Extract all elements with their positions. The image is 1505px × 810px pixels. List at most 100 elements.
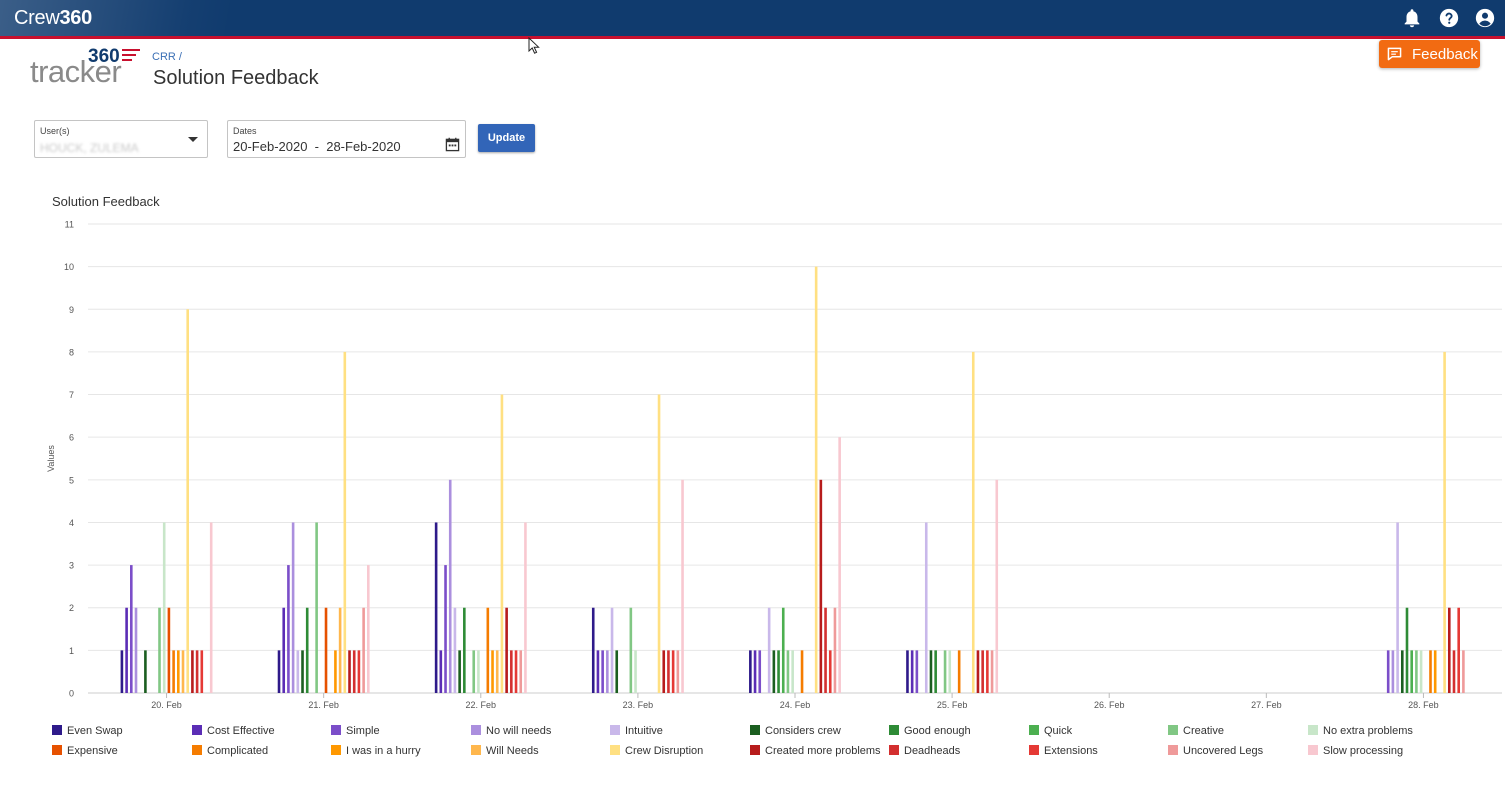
legend-item[interactable]: Extensions bbox=[1029, 745, 1098, 757]
legend-item[interactable]: Intuitive bbox=[610, 725, 663, 737]
chevron-down-icon[interactable] bbox=[188, 137, 198, 142]
calendar-icon[interactable] bbox=[445, 137, 460, 152]
bar-even-swap bbox=[749, 650, 752, 693]
y-tick-label: 9 bbox=[69, 305, 74, 315]
bar-crew-disruption bbox=[657, 394, 661, 693]
x-tick-label: 25. Feb bbox=[937, 700, 968, 710]
legend-item[interactable]: Even Swap bbox=[52, 725, 123, 737]
bar-deadheads bbox=[667, 650, 670, 693]
bar-expensive bbox=[324, 607, 328, 693]
bar-deadheads bbox=[1452, 650, 1456, 693]
bar-no-will-needs bbox=[606, 650, 609, 693]
feedback-button-label: Feedback bbox=[1412, 45, 1478, 63]
bar-deadheads bbox=[195, 650, 199, 693]
bar-intuitive bbox=[453, 607, 457, 693]
bar-good-enough bbox=[305, 607, 309, 693]
bar-created-more-problems bbox=[662, 650, 666, 693]
bar-no-extra-problems bbox=[477, 650, 480, 693]
bar-simple bbox=[758, 650, 762, 693]
bar-simple bbox=[601, 650, 604, 693]
bar-good-enough bbox=[934, 650, 937, 693]
app-brand[interactable]: Crew360 bbox=[14, 7, 92, 30]
bar-extensions bbox=[357, 650, 361, 693]
bar-considers-crew bbox=[144, 650, 147, 693]
bar-expensive bbox=[167, 607, 171, 693]
bar-no-will-needs bbox=[134, 607, 138, 693]
feedback-button[interactable]: Feedback bbox=[1379, 40, 1480, 68]
bar-intuitive bbox=[767, 607, 771, 693]
y-tick-label: 8 bbox=[69, 347, 74, 357]
bar-good-enough bbox=[463, 607, 466, 693]
legend-item[interactable]: Complicated bbox=[192, 745, 268, 757]
legend-item[interactable]: Creative bbox=[1168, 725, 1224, 737]
bar-deadheads bbox=[352, 650, 356, 693]
bar-simple bbox=[444, 565, 447, 693]
legend-item[interactable]: Created more problems bbox=[750, 745, 881, 757]
legend-item[interactable]: Good enough bbox=[889, 725, 971, 737]
legend-item[interactable]: Crew Disruption bbox=[610, 745, 703, 757]
legend-swatch bbox=[471, 745, 481, 755]
bar-no-extra-problems bbox=[1419, 650, 1423, 693]
legend-swatch bbox=[471, 725, 481, 735]
legend-item[interactable]: Deadheads bbox=[889, 745, 960, 757]
bar-i-was-in-a-hurry bbox=[334, 650, 337, 693]
legend-item[interactable]: Expensive bbox=[52, 745, 118, 757]
legend-item[interactable]: Slow processing bbox=[1308, 745, 1403, 757]
date-range-field[interactable]: Dates 20-Feb-2020 - 28-Feb-2020 bbox=[227, 120, 466, 158]
legend-item[interactable]: Will Needs bbox=[471, 745, 539, 757]
x-tick-label: 24. Feb bbox=[780, 700, 811, 710]
bar-i-was-in-a-hurry bbox=[177, 650, 180, 693]
legend-label: Crew Disruption bbox=[625, 745, 704, 757]
bar-quick bbox=[781, 607, 785, 693]
legend-swatch bbox=[192, 725, 202, 735]
update-button[interactable]: Update bbox=[478, 124, 535, 152]
mouse-cursor-icon bbox=[528, 37, 540, 54]
legend-swatch bbox=[1308, 725, 1318, 735]
bar-creative bbox=[315, 522, 318, 693]
bar-extensions bbox=[986, 650, 989, 693]
legend-item[interactable]: Uncovered Legs bbox=[1168, 745, 1263, 757]
bar-complicated bbox=[1429, 650, 1432, 693]
legend-item[interactable]: I was in a hurry bbox=[331, 745, 421, 757]
bar-complicated bbox=[800, 650, 804, 693]
y-tick-label: 3 bbox=[69, 561, 74, 571]
account-icon[interactable] bbox=[1474, 7, 1496, 29]
y-axis-label: Values bbox=[46, 445, 56, 472]
legend-label: Quick bbox=[1044, 725, 1073, 737]
bar-considers-crew bbox=[929, 650, 933, 693]
breadcrumb[interactable]: CRR / bbox=[152, 51, 182, 63]
bar-uncovered-legs bbox=[1462, 650, 1465, 693]
bar-considers-crew bbox=[1400, 650, 1404, 693]
bar-creative bbox=[1415, 650, 1418, 693]
bar-considers-crew bbox=[458, 650, 461, 693]
legend-item[interactable]: No extra problems bbox=[1308, 725, 1413, 737]
bell-icon[interactable] bbox=[1401, 7, 1423, 29]
legend-label: I was in a hurry bbox=[346, 745, 421, 757]
x-tick-label: 21. Feb bbox=[308, 700, 339, 710]
bar-extensions bbox=[828, 650, 832, 693]
y-tick-label: 11 bbox=[65, 220, 74, 230]
top-navigation-bar: Crew360 bbox=[0, 0, 1505, 39]
legend-item[interactable]: Simple bbox=[331, 725, 380, 737]
tracker-logo: 360 tracker bbox=[30, 44, 145, 89]
bar-even-swap bbox=[277, 650, 281, 693]
legend-item[interactable]: No will needs bbox=[471, 725, 551, 737]
x-tick-label: 27. Feb bbox=[1251, 700, 1282, 710]
bar-crew-disruption bbox=[814, 266, 818, 693]
bar-crew-disruption bbox=[971, 351, 975, 693]
help-icon[interactable] bbox=[1438, 7, 1460, 29]
bar-deadheads bbox=[981, 650, 984, 693]
bar-even-swap bbox=[434, 522, 438, 693]
legend-item[interactable]: Quick bbox=[1029, 725, 1072, 737]
users-select[interactable]: User(s) HOUCK, ZULEMA bbox=[34, 120, 208, 158]
bar-intuitive bbox=[610, 607, 614, 693]
brand-background bbox=[0, 0, 230, 36]
y-tick-label: 0 bbox=[69, 689, 74, 699]
legend-swatch bbox=[1308, 745, 1318, 755]
legend-item[interactable]: Considers crew bbox=[750, 725, 841, 737]
bar-crew-disruption bbox=[343, 351, 347, 693]
bar-no-extra-problems bbox=[634, 650, 637, 693]
legend-swatch bbox=[610, 725, 620, 735]
legend-item[interactable]: Cost Effective bbox=[192, 725, 275, 737]
bar-i-was-in-a-hurry bbox=[491, 650, 494, 693]
